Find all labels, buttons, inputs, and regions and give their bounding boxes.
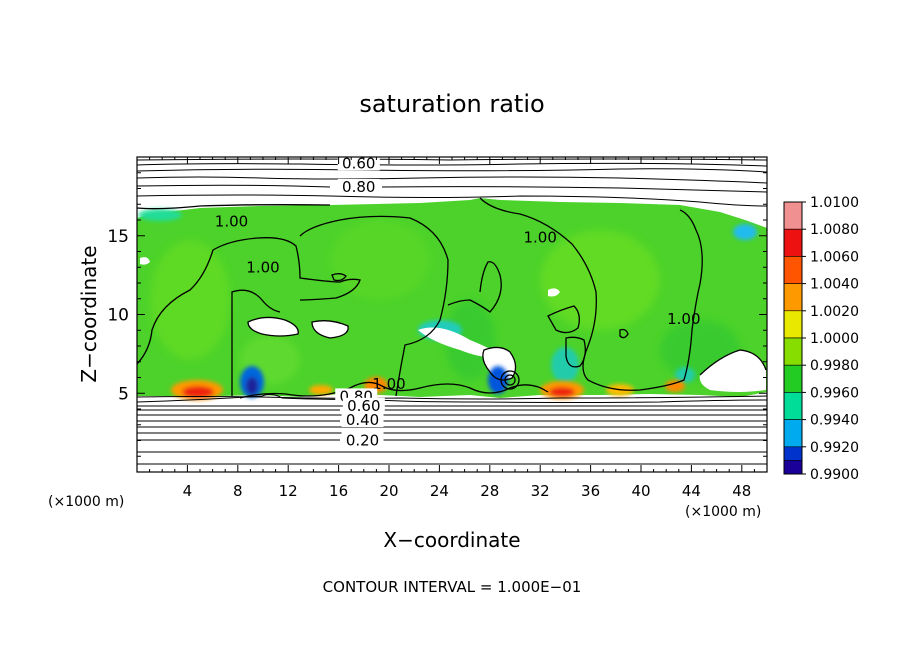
chart-title: saturation ratio bbox=[359, 90, 544, 118]
y-tick-label: 5 bbox=[118, 384, 129, 404]
contour-label: 1.00 bbox=[523, 228, 556, 246]
x-tick-label: 8 bbox=[233, 482, 243, 500]
contour-label: 0.60 bbox=[342, 154, 375, 172]
colorbar-level-label: 1.0000 bbox=[810, 331, 859, 347]
colorbar-swatch bbox=[783, 201, 803, 230]
upper-contours bbox=[137, 158, 767, 207]
contour-label-bg bbox=[341, 432, 384, 448]
x-tick-label: 44 bbox=[682, 482, 701, 500]
contour-label: 1.00 bbox=[246, 258, 279, 276]
colorbar-level-label: 1.0080 bbox=[810, 222, 859, 238]
colorbar-level-label: 1.0040 bbox=[810, 277, 859, 293]
colorbar: 1.0100 1.0080 1.0060 1.0040 1.0020 1.0000 0.99… bbox=[783, 195, 859, 483]
x-tick-label: 32 bbox=[531, 482, 550, 500]
colorbar-level-label: 1.0060 bbox=[810, 249, 859, 265]
x-tick-label: 48 bbox=[732, 482, 751, 500]
contour-label-bg bbox=[337, 178, 380, 194]
colorbar-level-label: 1.0100 bbox=[810, 195, 859, 211]
colorbar-swatch bbox=[783, 392, 803, 420]
contour-label: 0.20 bbox=[346, 432, 379, 450]
contour-label-bg bbox=[342, 397, 385, 413]
contour-label: 1.00 bbox=[667, 310, 700, 328]
x-tick-label: 40 bbox=[631, 482, 650, 500]
x-tick-label: 4 bbox=[183, 482, 193, 500]
contour-interval-footer: CONTOUR INTERVAL = 1.000E−01 bbox=[323, 578, 582, 596]
colorbar-swatch-bottom bbox=[783, 460, 803, 475]
x-axis-label: X−coordinate bbox=[383, 528, 520, 552]
colorbar-swatch bbox=[783, 337, 803, 366]
colorbar-swatch bbox=[783, 256, 803, 284]
colorbar-border bbox=[783, 201, 803, 475]
x-tick-label: 24 bbox=[430, 482, 449, 500]
x-tick-label: 20 bbox=[379, 482, 398, 500]
colorbar-level-label: 0.9980 bbox=[810, 358, 859, 374]
colorbar-swatch bbox=[783, 228, 803, 257]
x-tick-label: 12 bbox=[279, 482, 298, 500]
x-axis-ticks: 4 8 12 16 20 24 28 32 36 40 44 48 bbox=[149, 157, 755, 500]
x-tick-label: 16 bbox=[329, 482, 348, 500]
colorbar-level-label: 0.9940 bbox=[810, 413, 859, 429]
x-unit-right: (×1000 m) bbox=[685, 504, 761, 520]
y-tick-label: 15 bbox=[107, 227, 129, 247]
y-tick-label: 10 bbox=[107, 306, 129, 326]
colorbar-swatch bbox=[783, 283, 803, 312]
contour-label: 0.80 bbox=[342, 178, 375, 196]
contour-label: 1.00 bbox=[372, 375, 405, 393]
contour-labels: 0.600.801.001.001.001.001.000.800.600.40… bbox=[215, 154, 701, 450]
colorbar-swatch bbox=[783, 419, 803, 448]
colorbar-level-label: 0.9960 bbox=[810, 385, 859, 401]
colorbar-level-label: 0.9920 bbox=[810, 440, 859, 456]
x-unit-left: (×1000 m) bbox=[48, 494, 124, 510]
contour-label: 0.60 bbox=[347, 397, 380, 415]
y-axis-label: Z−coordinate bbox=[77, 245, 101, 382]
colorbar-level-label: 1.0020 bbox=[810, 304, 859, 320]
colorbar-level-label: 0.9900 bbox=[810, 467, 859, 483]
plot-area: 0.600.801.001.001.001.001.000.800.600.40… bbox=[137, 154, 767, 472]
colorbar-swatch bbox=[783, 310, 803, 339]
lower-contours bbox=[137, 393, 767, 465]
cloud-base-hotspots bbox=[171, 366, 685, 400]
x-tick-label: 28 bbox=[480, 482, 499, 500]
contour-label-bg bbox=[337, 157, 380, 171]
y-axis-ticks: 5 10 15 bbox=[107, 172, 767, 457]
contour-label: 1.00 bbox=[215, 213, 248, 231]
contour-label: 0.40 bbox=[346, 411, 379, 429]
x-tick-label: 36 bbox=[581, 482, 600, 500]
colorbar-swatch bbox=[783, 364, 803, 393]
cloud-contours bbox=[137, 197, 767, 399]
contour-label-bg bbox=[341, 412, 384, 428]
